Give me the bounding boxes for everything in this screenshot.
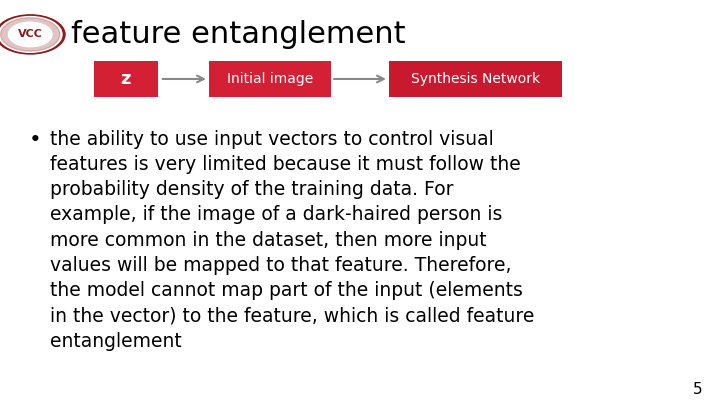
FancyBboxPatch shape bbox=[94, 61, 158, 97]
Text: feature entanglement: feature entanglement bbox=[71, 20, 405, 49]
FancyBboxPatch shape bbox=[209, 61, 331, 97]
Circle shape bbox=[0, 17, 62, 52]
Circle shape bbox=[9, 22, 52, 47]
Circle shape bbox=[1, 18, 60, 51]
FancyBboxPatch shape bbox=[389, 61, 562, 97]
Text: Initial image: Initial image bbox=[227, 72, 313, 86]
Text: z: z bbox=[121, 70, 131, 88]
Text: VCC: VCC bbox=[18, 30, 42, 39]
Text: Synthesis Network: Synthesis Network bbox=[410, 72, 540, 86]
Text: •: • bbox=[29, 130, 42, 149]
Text: the ability to use input vectors to control visual
features is very limited beca: the ability to use input vectors to cont… bbox=[50, 130, 535, 351]
Text: 5: 5 bbox=[693, 382, 702, 397]
Circle shape bbox=[0, 15, 65, 54]
